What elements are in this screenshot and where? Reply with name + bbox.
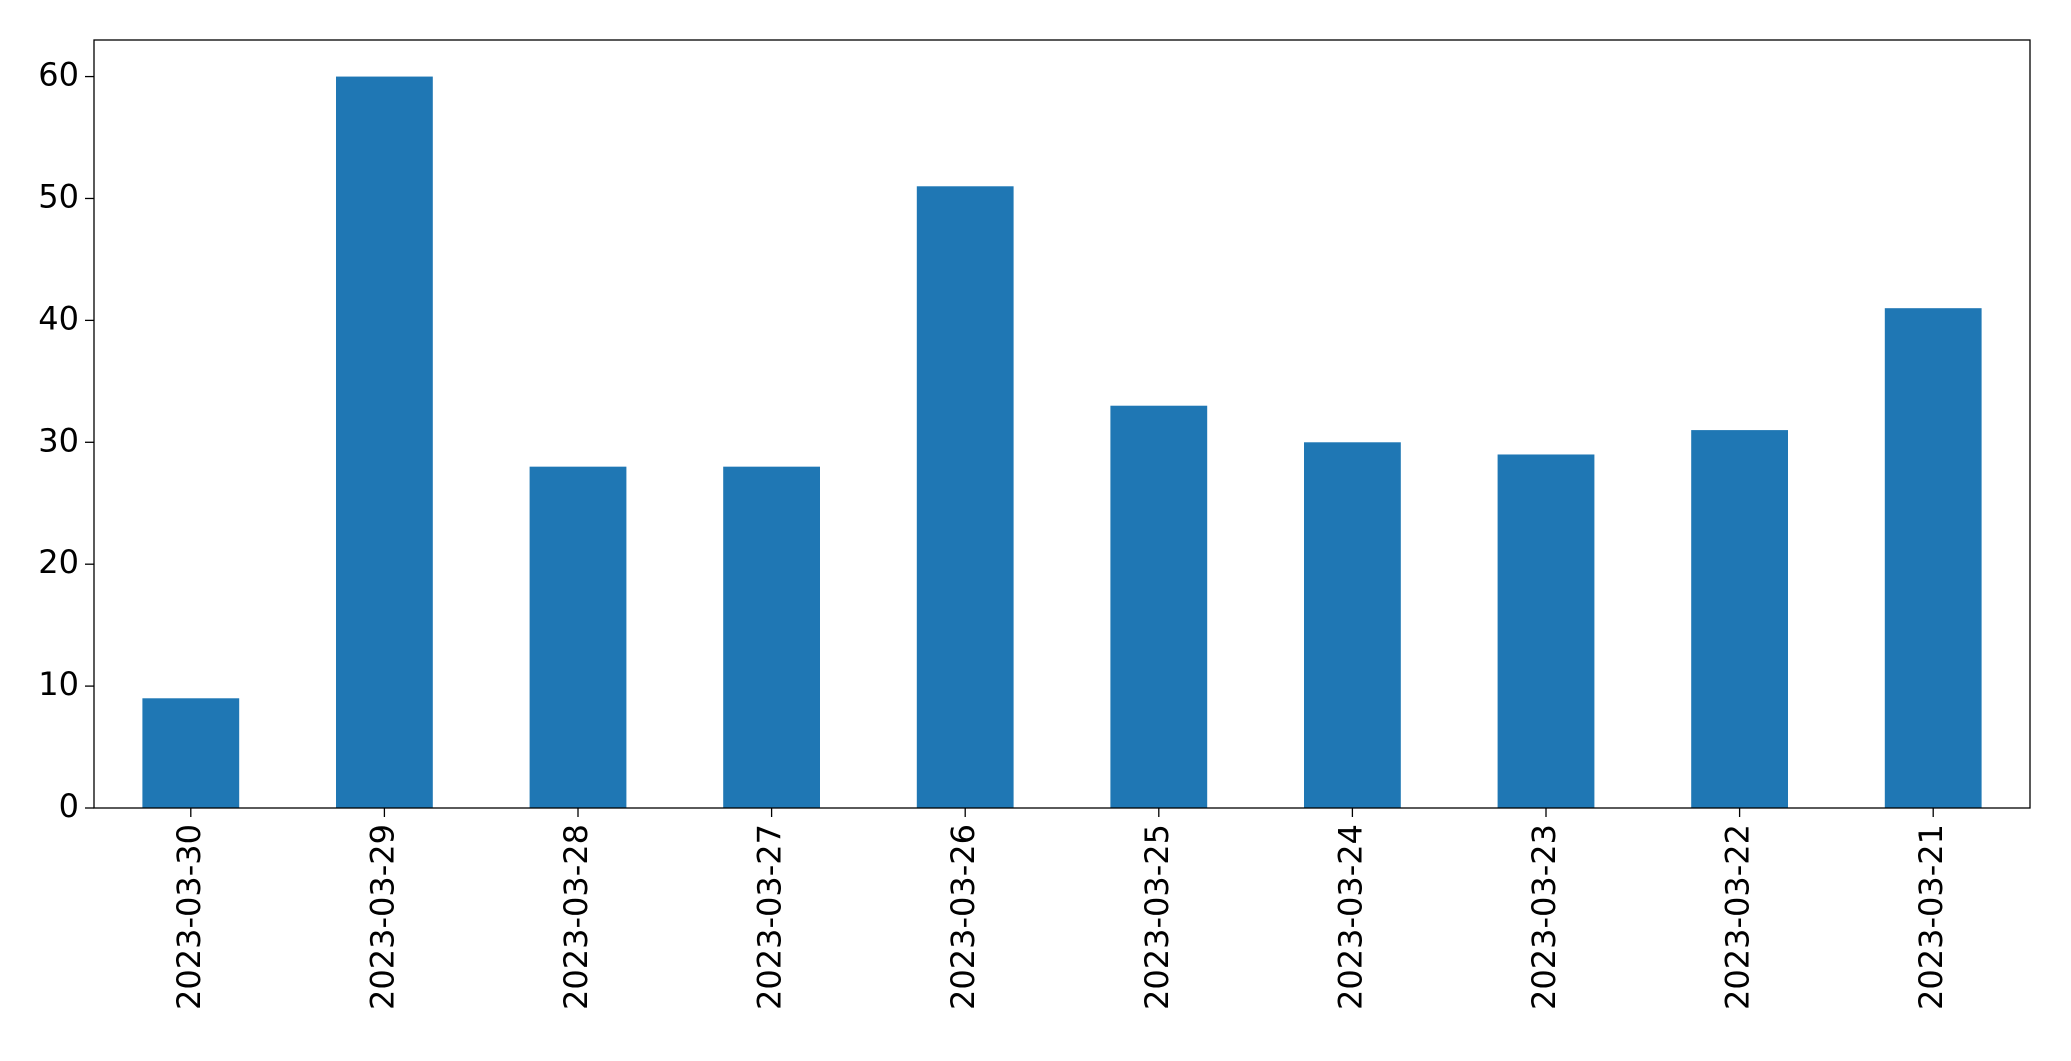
bar	[529, 466, 627, 808]
bar	[142, 698, 240, 808]
y-tick-label: 60	[38, 56, 79, 94]
y-tick-label: 20	[38, 543, 79, 581]
x-tick-label: 2023-03-30	[170, 824, 208, 1010]
y-tick-label: 30	[38, 421, 79, 459]
y-tick-label: 40	[38, 299, 79, 337]
bar	[1691, 430, 1788, 808]
y-tick-label: 10	[38, 665, 79, 703]
x-tick-label: 2023-03-22	[1719, 824, 1757, 1010]
bar	[723, 466, 820, 808]
x-tick-label: 2023-03-27	[751, 824, 789, 1010]
x-tick-label: 2023-03-26	[944, 824, 982, 1010]
x-tick-label: 2023-03-25	[1138, 824, 1176, 1010]
bar	[1884, 308, 1982, 808]
plot-frame	[93, 39, 2031, 809]
bar	[1304, 442, 1401, 808]
x-tick-label: 2023-03-24	[1331, 824, 1369, 1010]
bar	[1110, 405, 1208, 808]
x-tick-label: 2023-03-28	[557, 824, 595, 1010]
x-tick-label: 2023-03-29	[363, 824, 401, 1010]
x-tick-label: 2023-03-23	[1525, 824, 1563, 1010]
x-tick-label: 2023-03-21	[1912, 824, 1950, 1010]
y-tick-label: 0	[59, 787, 79, 825]
bar	[916, 186, 1014, 809]
bar	[1497, 454, 1595, 808]
y-tick-label: 50	[38, 177, 79, 215]
bar	[336, 76, 433, 809]
